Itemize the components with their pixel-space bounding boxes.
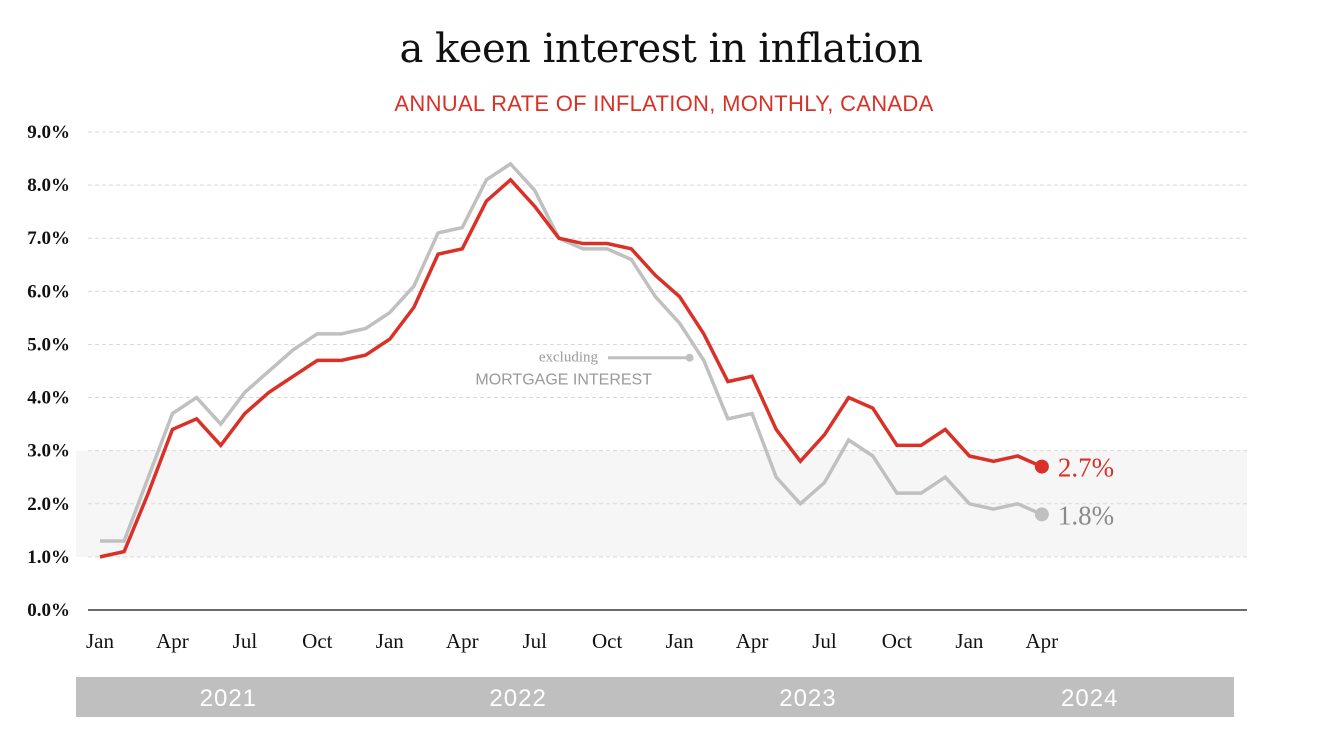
y-tick-label: 4.0% xyxy=(27,388,70,409)
y-tick-label: 6.0% xyxy=(27,281,70,302)
end-marker-excl-mortgage xyxy=(1034,507,1049,522)
year-band-2024 xyxy=(945,677,1234,717)
x-tick-label: Jan xyxy=(86,629,114,653)
annotation-layer: excluding MORTGAGE INTEREST xyxy=(475,350,694,389)
end-marker-all-items xyxy=(1034,459,1049,474)
x-tick-label: Apr xyxy=(446,629,479,653)
year-band-2021 xyxy=(76,677,381,717)
y-tick-label: 7.0% xyxy=(27,228,70,249)
year-bands: 2021 2022 2023 2024 xyxy=(76,677,1234,717)
x-tick-label: Jan xyxy=(376,629,404,653)
x-tick-label: Jan xyxy=(955,629,983,653)
y-tick-label: 2.0% xyxy=(27,494,70,515)
year-band-2022 xyxy=(365,677,671,717)
year-band-2023 xyxy=(655,677,961,717)
year-label: 2023 xyxy=(779,685,836,712)
x-axis-ticks: Jan Apr Jul Oct Jan Apr Jul Oct Jan Apr Jul Oct Jan A… xyxy=(86,629,1058,653)
x-tick-label: Jul xyxy=(233,629,258,653)
y-tick-label: 5.0% xyxy=(27,334,70,355)
x-tick-label: Apr xyxy=(1026,629,1059,653)
annotation-leader-dot xyxy=(685,353,694,362)
y-tick-label: 1.0% xyxy=(27,547,70,568)
series-layer: 1.8% 2.7% xyxy=(99,161,1114,559)
y-tick-label: 9.0% xyxy=(27,122,70,143)
x-tick-label: Apr xyxy=(156,629,189,653)
annotation-mortgage-interest: MORTGAGE INTEREST xyxy=(475,372,652,389)
annotation-excluding: excluding xyxy=(539,350,599,366)
series-line-excl-mortgage xyxy=(100,161,1043,543)
x-tick-label: Jul xyxy=(522,629,547,653)
y-tick-label: 3.0% xyxy=(27,441,70,462)
end-label-all-items: 2.7% xyxy=(1058,453,1114,483)
x-tick-label: Apr xyxy=(736,629,769,653)
end-label-excl-mortgage: 1.8% xyxy=(1058,500,1114,530)
x-tick-label: Jul xyxy=(812,629,837,653)
year-label: 2021 xyxy=(200,685,257,712)
y-tick-label: 0.0% xyxy=(27,600,70,621)
x-tick-label: Oct xyxy=(302,629,332,653)
year-label: 2022 xyxy=(489,685,546,712)
x-tick-label: Jan xyxy=(666,629,694,653)
series-line-all-items xyxy=(99,177,1043,559)
x-tick-label: Oct xyxy=(592,629,622,653)
y-axis-ticks: 0.0% 1.0% 2.0% 3.0% 4.0% 5.0% 6.0% 7.0% 8.0% 9.0% xyxy=(27,122,70,621)
chart-subtitle: ANNUAL RATE OF INFLATION, MONTHLY, CANAD… xyxy=(394,91,934,116)
chart-title: a keen interest in inflation xyxy=(399,26,923,72)
year-label: 2024 xyxy=(1061,685,1118,712)
x-tick-label: Oct xyxy=(882,629,912,653)
y-tick-label: 8.0% xyxy=(27,175,70,196)
